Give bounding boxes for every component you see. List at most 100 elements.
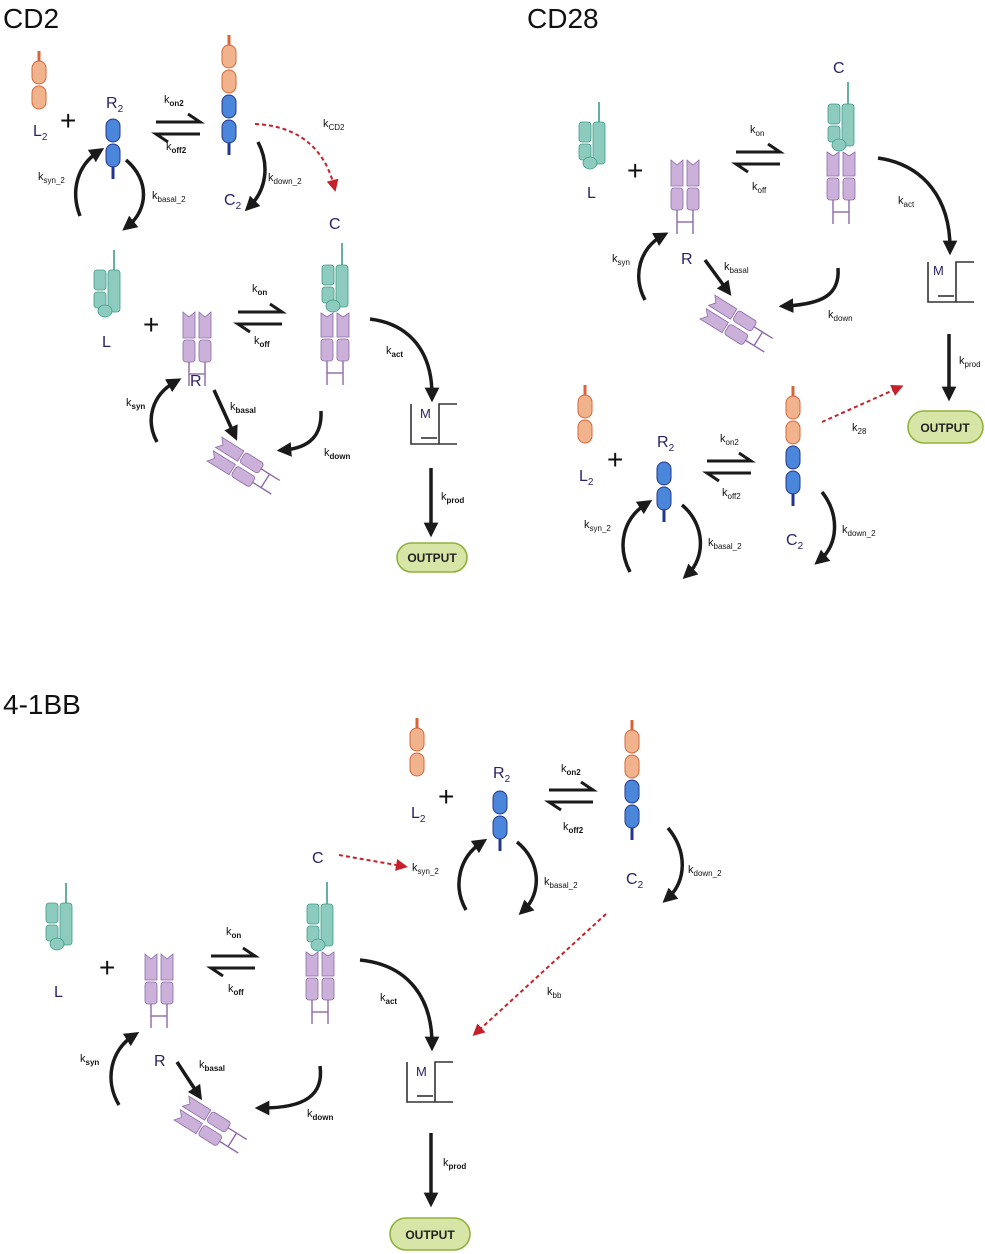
degraded-receptor-glyph: [173, 1095, 251, 1159]
panel-title-4-1bb: 4-1BB: [3, 689, 81, 720]
plus-sign: +: [143, 309, 159, 340]
complex-c-glyph: [305, 881, 335, 1025]
arrow-kdown: [254, 1065, 323, 1116]
rate-koff2: koff2: [722, 487, 741, 501]
species-l2-label: L2: [579, 468, 594, 488]
receptor-r-glyph: [670, 159, 700, 235]
ligand-l-glyph: [578, 101, 606, 170]
rate-koff: koff: [752, 181, 767, 195]
rate-ksyn: ksyn: [80, 1053, 99, 1067]
complex-c2-glyph: [220, 33, 238, 157]
rate-koff: koff: [254, 335, 270, 349]
rate-kact: kact: [898, 195, 915, 209]
receptor-r-glyph: [144, 953, 174, 1029]
rate-kact: kact: [380, 992, 397, 1006]
species-r-label: R: [154, 1053, 166, 1070]
arrow-kbasal: [212, 389, 238, 441]
rate-ksyn2: ksyn_2: [412, 862, 439, 876]
dashed-arrow-c-to-ksyn2: [338, 854, 408, 871]
arrow-ksyn: [109, 1032, 140, 1106]
output-label: OUTPUT: [407, 551, 457, 565]
rate-kon2: kon2: [164, 94, 184, 108]
arrow-kdown2: [814, 490, 837, 565]
arrow-kdown: [778, 267, 840, 313]
dashed-arrow-k28: [821, 384, 904, 423]
output-node: [396, 542, 468, 573]
rate-ksyn: ksyn: [126, 397, 145, 411]
ligand-l2-glyph: [576, 383, 594, 445]
equilibrium-arrows: [236, 302, 284, 334]
output-node: [907, 410, 984, 444]
arrow-kbasal: [703, 258, 732, 296]
species-l2-label: L2: [411, 805, 426, 825]
rate-kprod: kprod: [441, 491, 464, 505]
dashed-arrow-kcd2: [254, 123, 339, 192]
rate-kbasal2: kbasal_2: [544, 876, 578, 890]
rate-ksyn2: ksyn_2: [38, 171, 65, 185]
arrow-ksyn: [149, 378, 182, 443]
receptor-r2-glyph: [655, 460, 673, 524]
arrow-kbasal2: [680, 503, 703, 580]
rate-kon2: kon2: [720, 433, 739, 447]
plus-sign: +: [60, 105, 76, 136]
output-label: OUTPUT: [920, 421, 970, 435]
equilibrium-arrows: [705, 451, 753, 483]
ligand-l2-glyph: [408, 716, 426, 778]
species-r2-label: R2: [493, 765, 511, 785]
species-c2-label: C2: [626, 871, 644, 891]
plus-sign: +: [607, 444, 623, 475]
mediator-m-box: [410, 403, 458, 445]
arrow-ksyn2: [74, 147, 105, 217]
dashed-arrow-kbb: [472, 913, 607, 1037]
rate-kdown2: kdown_2: [842, 524, 876, 538]
rate-kdown2: kdown_2: [268, 172, 302, 186]
species-r-label: R: [190, 373, 202, 390]
rate-kbasal: kbasal: [230, 401, 256, 415]
receptor-r2-glyph: [491, 789, 509, 853]
rate-kon: kon: [750, 124, 764, 138]
complex-c2-glyph: [784, 384, 802, 508]
species-r-label: R: [681, 251, 693, 268]
rate-kbasal: kbasal: [199, 1059, 225, 1073]
arrow-ksyn2: [621, 500, 653, 573]
species-l-label: L: [102, 334, 111, 351]
species-c2-label: C2: [224, 192, 242, 212]
species-c-label: C: [329, 216, 341, 233]
rate-kdown: kdown: [828, 309, 853, 323]
ligand-l-glyph: [93, 249, 121, 318]
arrow-kdown2: [244, 141, 267, 212]
rate-kdown: kdown: [324, 447, 350, 461]
rate-kprod: kprod: [959, 355, 981, 369]
arrow-kact: [877, 156, 958, 256]
arrow-kact: [369, 317, 440, 403]
rate-kon2: kon2: [561, 763, 581, 777]
degraded-receptor-glyph: [206, 436, 284, 500]
rate-koff2: koff2: [563, 821, 584, 835]
arrow-ksyn2: [457, 838, 488, 911]
rate-ksyn2: ksyn_2: [584, 519, 611, 533]
species-c2-label: C2: [786, 532, 804, 552]
panel-cd2: CD2 L2 + R2 kon2 koff2 C2 kCD2 kdown_2 k…: [3, 3, 468, 573]
rate-kdown: kdown: [307, 1108, 333, 1122]
panel-4-1bb: 4-1BB L2 + R2 kon2 koff2 C2 kdown_2 ksyn…: [3, 689, 722, 1251]
degraded-receptor-glyph: [699, 294, 777, 358]
species-m-label: M: [933, 263, 944, 278]
plus-sign: +: [627, 155, 643, 186]
rate-kbasal: kbasal: [724, 261, 749, 275]
species-m-label: M: [416, 1064, 427, 1079]
rate-kact: kact: [386, 345, 403, 359]
species-l-label: L: [587, 185, 596, 202]
panel-title-cd28: CD28: [527, 3, 599, 34]
species-l-label: L: [54, 984, 63, 1001]
arrow-ksyn: [637, 232, 669, 301]
arrow-kbasal2: [515, 840, 538, 916]
rate-kbasal2: kbasal_2: [152, 190, 186, 204]
rate-kon: kon: [226, 926, 241, 940]
rate-kprod: kprod: [443, 1157, 466, 1171]
complex-c-glyph: [320, 242, 350, 386]
rate-ksyn: ksyn: [612, 253, 630, 267]
rate-kbasal2: kbasal_2: [708, 537, 742, 551]
equilibrium-arrows: [547, 780, 595, 812]
plus-sign: +: [99, 952, 115, 983]
